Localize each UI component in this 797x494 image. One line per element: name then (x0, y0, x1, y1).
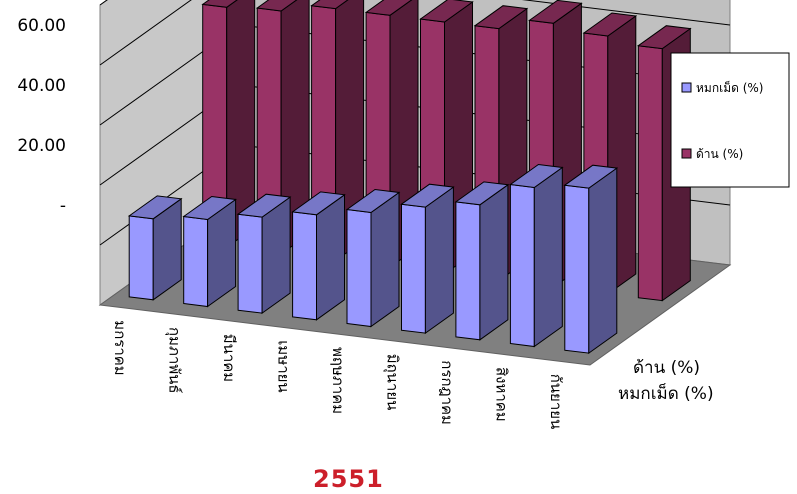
x-tick-label-8: กันยายน (547, 374, 565, 430)
bar-front-8-top (563, 164, 619, 189)
x-tick-label-0: มกราคม (111, 320, 129, 375)
bar-back-1 (255, 0, 310, 255)
bar-front-2-front (237, 213, 263, 314)
bar-front-4-side (370, 191, 400, 328)
bar-back-5-top (473, 5, 529, 30)
bar-front-0-front (128, 215, 154, 301)
bar-front-8-side (588, 167, 618, 355)
bar-front-4-front (346, 208, 372, 328)
bar-back-0-top (201, 0, 238, 8)
bar-back-8-top (636, 25, 692, 50)
bar-back-4-top (419, 0, 474, 23)
bar-back-3-top (364, 0, 413, 16)
bar-front-5-front (401, 203, 426, 334)
bar-front-6-top (454, 181, 510, 206)
x-tick-label-1: กุมภาพันธ์ (165, 327, 184, 394)
legend-label-0: หมกเม็ด (%) (696, 80, 763, 95)
bar-front-8 (563, 164, 619, 355)
bar-front-5 (400, 183, 455, 335)
bar-front-1-top (182, 195, 237, 221)
x-tick-label-2: มีนาคม (220, 334, 238, 383)
x-tick-label-3: เมษายน (275, 340, 293, 392)
bar-front-4-top (345, 188, 401, 214)
legend-label-1: ด้าน (%) (696, 147, 743, 161)
bar-front-7 (509, 163, 564, 348)
bar-back-1-top (255, 0, 298, 12)
x-axis: มกราคม กุมภาพันธ์ มีนาคม เมษายน พฤษภาคม มิถุน… (111, 320, 565, 429)
x-tick-label-4: พฤษภาคม (329, 347, 347, 414)
legend-swatch-1 (681, 148, 692, 159)
bar-back-8-front (637, 45, 663, 302)
bar-front-0-top (127, 195, 183, 220)
bar-front-3-top (291, 191, 346, 216)
bar-back-2-top (310, 0, 349, 10)
bar-front-6 (454, 181, 510, 341)
legend: หมกเม็ด (%) ด้าน (%) (670, 52, 790, 188)
bar-front-3 (291, 191, 346, 321)
bar-front-3-front (292, 211, 317, 321)
depth-label-1: หมกเม็ด (%) (618, 382, 714, 404)
bar-front-8-front (564, 184, 590, 354)
legend-swatch-0 (681, 82, 692, 93)
y-tick-label-3: 60.00 (17, 16, 66, 36)
bar-front-3-side (316, 193, 345, 321)
y-tick-label-0: - (60, 196, 66, 216)
bar-front-4 (345, 188, 401, 328)
x-tick-label-7: สิงหาคม (492, 367, 510, 422)
bars-front-series (127, 163, 619, 355)
y-tick-label-2: 40.00 (17, 76, 66, 96)
x-tick-label-5: มิถุนายน (382, 354, 401, 411)
bar-back-0 (201, 0, 256, 249)
legend-box (670, 52, 790, 188)
bar-back-7-top (582, 12, 638, 37)
bar-front-7-side (533, 166, 563, 348)
depth-label-0: ด้าน (%) (633, 358, 700, 378)
bar-front-7-top (509, 163, 564, 189)
bar-front-0 (127, 195, 183, 301)
bar-front-2-top (236, 193, 292, 218)
y-tick-label-1: 20.00 (17, 136, 66, 156)
bar-front-5-side (424, 186, 454, 335)
depth-axis: ด้าน (%) หมกเม็ด (%) (618, 358, 714, 404)
bar-front-6-side (479, 183, 509, 341)
bar-front-7-front (509, 183, 535, 348)
bar-front-1-front (183, 215, 209, 308)
chart-caption: 2551 (313, 465, 384, 493)
bar-front-1 (182, 195, 237, 308)
x-tick-label-6: กรกฎาคม (438, 360, 456, 425)
bar-front-2 (236, 193, 292, 315)
bar-front-5-top (400, 183, 455, 208)
bar-back-6-top (528, 0, 583, 24)
bar-front-6-front (455, 201, 481, 341)
